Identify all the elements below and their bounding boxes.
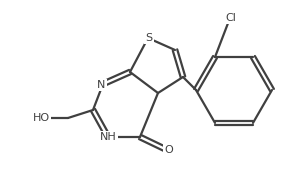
Text: HO: HO xyxy=(33,113,49,123)
Text: NH: NH xyxy=(100,132,116,142)
Text: Cl: Cl xyxy=(226,13,236,23)
Text: O: O xyxy=(165,145,173,155)
Text: S: S xyxy=(146,33,153,43)
Text: N: N xyxy=(97,80,105,90)
